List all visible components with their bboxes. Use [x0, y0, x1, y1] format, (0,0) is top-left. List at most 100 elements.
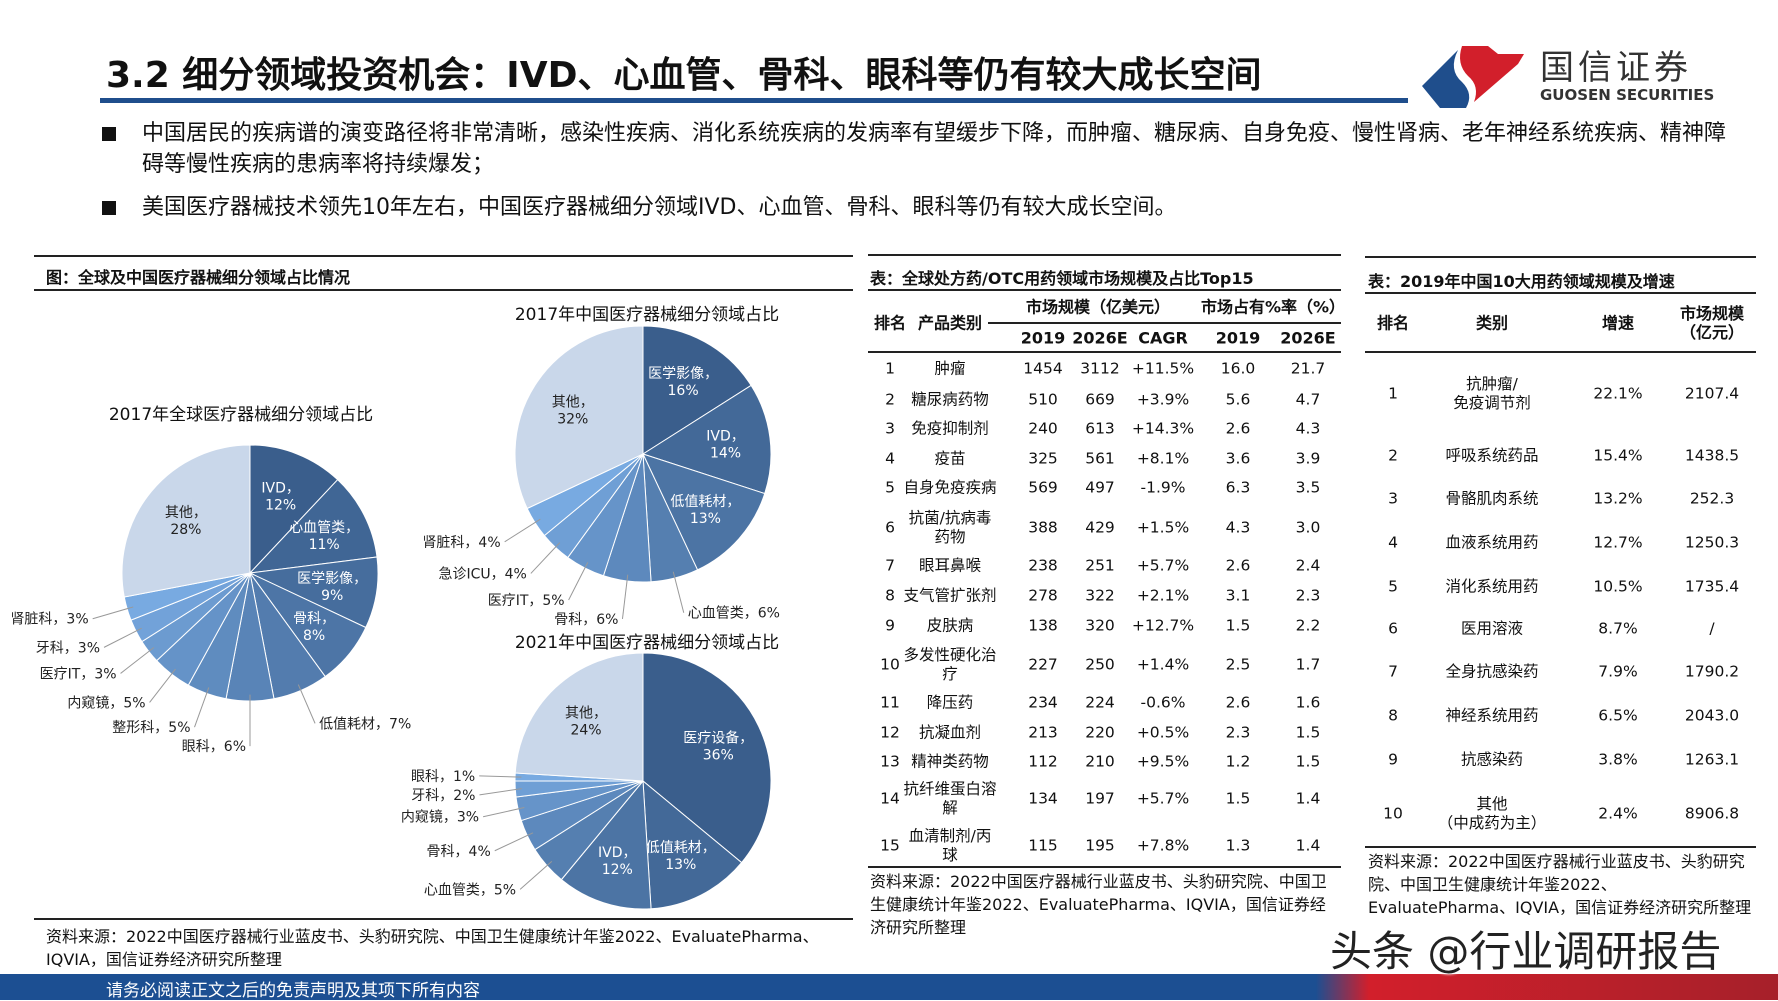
table1-cell: 195	[1085, 836, 1115, 855]
bullet-text: 中国居民的疾病谱的演变路径将非常清晰，感染性疾病、消化系统疾病的发病率有望缓步下…	[142, 121, 1727, 177]
pie-label: 内窥镜，5%	[67, 694, 145, 711]
table1-cell: 眼耳鼻喉	[918, 556, 982, 575]
leader-line	[530, 542, 561, 574]
table2-cell: 2.4%	[1598, 804, 1638, 823]
table2-cell: 3.8%	[1598, 750, 1638, 769]
table2-cell: 消化系统用药	[1445, 577, 1539, 596]
header-market: 市场规模（亿美元）	[1025, 297, 1171, 317]
table1-cell: 4	[885, 449, 895, 468]
table2-cell: 抗肿瘤/免疫调节剂	[1453, 375, 1531, 412]
table1-cell: 9	[885, 616, 895, 635]
header-subrule	[988, 322, 1341, 324]
table1-cell: 3112	[1080, 359, 1120, 378]
logo-cn: 国信证券	[1540, 48, 1692, 88]
pie-slice	[121, 444, 251, 598]
table1-cell: -0.6%	[1140, 693, 1186, 712]
table1-cell: 322	[1085, 586, 1115, 605]
table1-cell: 510	[1028, 390, 1058, 409]
table1-cell: 糖尿病药物	[911, 390, 989, 409]
table2-cell: 9	[1388, 750, 1398, 769]
table2-cell: 252.3	[1689, 489, 1735, 508]
table2-cell: 骨骼肌肉系统	[1445, 489, 1539, 508]
bullet-square-icon	[102, 127, 116, 141]
figure-source: 资料来源：2022中国医疗器械行业蓝皮书、头豹研究院、中国卫生健康统计年鉴202…	[46, 927, 819, 969]
table1-cell: 免疫抑制剂	[911, 419, 989, 438]
table1-cell: +5.7%	[1136, 556, 1190, 575]
table1-cell: 234	[1028, 693, 1058, 712]
table1-cell: 320	[1085, 616, 1115, 635]
table1-cell: 7	[885, 556, 895, 575]
table1-cell: 3.9	[1295, 449, 1321, 468]
table1: 排名 产品类别 市场规模（亿美元） 市场占有%率（%） 2019 2026E CAGR 201…	[868, 0, 1345, 880]
table2-cell: 4	[1388, 533, 1398, 552]
table2-cell: 神经系统用药	[1445, 706, 1539, 725]
pie-label: 骨科，4%	[427, 844, 491, 860]
table2-cell: 血液系统用药	[1445, 533, 1539, 552]
table1-cell: 自身免疫疾病	[903, 478, 997, 497]
pie-label: 整形科，5%	[112, 720, 190, 736]
table2-cell: 1250.3	[1684, 533, 1740, 552]
table1-cell: 10	[880, 655, 900, 674]
pie-slice	[642, 652, 772, 864]
table1-cell: 2	[885, 390, 895, 409]
table2-cell: 3	[1388, 489, 1398, 508]
pie-label: 医疗IT，3%	[40, 666, 117, 682]
table1-cell: 1.7	[1295, 655, 1321, 674]
pie-label: 骨科，6%	[554, 612, 618, 628]
pie-slice	[514, 652, 644, 782]
table1-cell: 4.7	[1295, 390, 1321, 409]
header-rank: 排名	[1376, 313, 1410, 333]
table1-cell: 325	[1028, 449, 1058, 468]
table2-cell: 1438.5	[1684, 446, 1740, 465]
table2-cell: 医用溶液	[1460, 619, 1524, 638]
guosen-logo: 国信证券 GUOSEN SECURITIES	[1418, 40, 1714, 110]
leader-line	[621, 574, 629, 620]
pie-label: 低值耗材， 13%	[646, 840, 716, 873]
table2-cell: 15.4%	[1593, 446, 1643, 465]
header-1: 2026E	[1072, 328, 1128, 348]
pie-slice	[249, 444, 339, 575]
divider	[34, 918, 853, 920]
table1-cell: 肿瘤	[934, 359, 966, 378]
pie-label: IVD， 12%	[261, 481, 300, 514]
table1-cell: +14.3%	[1131, 419, 1195, 438]
table1-cell: +3.9%	[1136, 390, 1190, 409]
table1-cell: 皮肤病	[926, 616, 974, 635]
table1-cell: 213	[1028, 723, 1058, 742]
pie-slice	[514, 325, 644, 510]
table2-cell: 7.9%	[1598, 662, 1638, 681]
table1-cell: 精神类药物	[911, 752, 989, 771]
table2-cell: 10.5%	[1593, 577, 1643, 596]
header-rank: 排名	[873, 313, 907, 333]
leader-line	[482, 807, 525, 818]
pie-label: 牙科，3%	[36, 640, 100, 656]
table1-cell: 1.2	[1225, 752, 1251, 771]
pie-slice	[642, 325, 752, 455]
table1-cell: 251	[1085, 556, 1115, 575]
pie-label: 医学影像， 16%	[648, 366, 718, 399]
table1-cell: 3.1	[1225, 586, 1251, 605]
table1-cell: 115	[1028, 836, 1058, 855]
leader-line	[103, 627, 142, 648]
table1-cell: 2.2	[1295, 616, 1321, 635]
leader-line	[92, 606, 134, 620]
table1-cell: 14	[880, 789, 900, 808]
table2-cell: 13.2%	[1593, 489, 1643, 508]
pie-label: 其他， 24%	[565, 705, 607, 738]
pie-title: 2017年中国医疗器械细分领域占比	[514, 305, 780, 325]
table1-cell: +1.4%	[1136, 655, 1190, 674]
table2-cell: 8.7%	[1598, 619, 1638, 638]
header-3: 2019	[1215, 328, 1261, 348]
table2-cell: 22.1%	[1593, 384, 1643, 403]
pie-title: 2021年中国医疗器械细分领域占比	[514, 633, 780, 653]
table1-cell: 220	[1085, 723, 1115, 742]
table1-cell: 12	[880, 723, 900, 742]
pie-label: 医学影像， 9%	[297, 571, 367, 604]
leader-line	[149, 668, 176, 703]
table2-cell: 其他 （中成药为主）	[1437, 795, 1547, 832]
table1-cell: 6.3	[1225, 478, 1251, 497]
table1-cell: 250	[1085, 655, 1115, 674]
pie-label: 低值耗材， 13%	[670, 494, 740, 527]
table1-cell: 134	[1028, 789, 1058, 808]
pie-label: 心血管类，6%	[688, 606, 780, 622]
